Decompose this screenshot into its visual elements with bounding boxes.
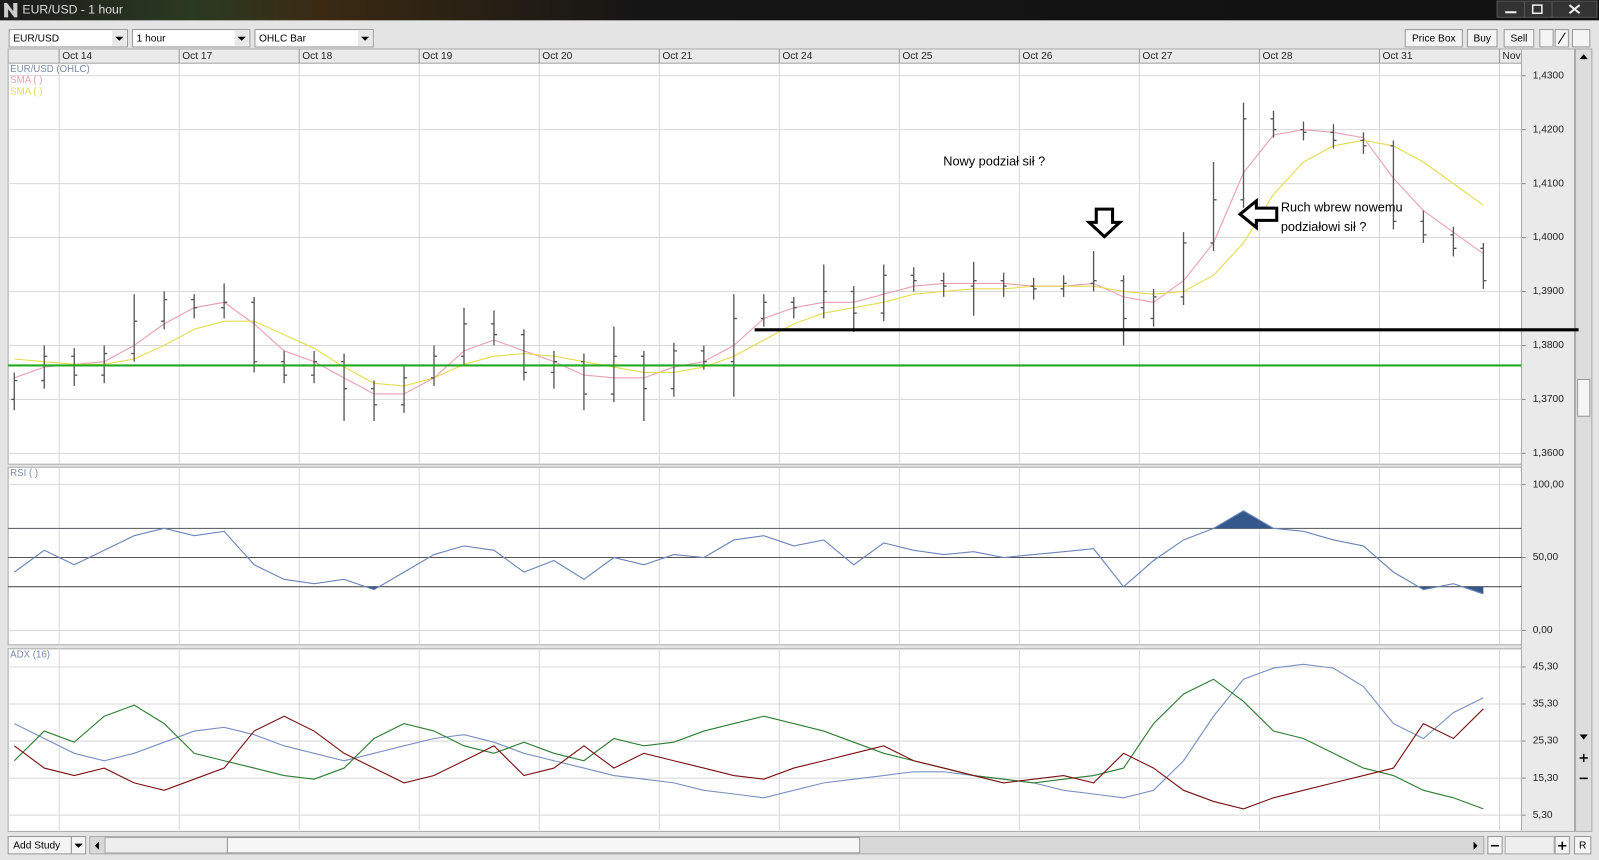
y-tick-label: 25,30 — [1533, 736, 1559, 747]
x-tick-label: Oct 28 — [1262, 51, 1292, 62]
scroll-right[interactable] — [1473, 841, 1478, 850]
indicator-line — [14, 129, 1484, 395]
zoom-slider[interactable] — [1504, 836, 1555, 855]
symbol-value: EUR/USD — [13, 33, 59, 44]
window-title: EUR/USD - 1 hour — [22, 2, 122, 16]
indicator-line — [14, 139, 1484, 387]
y-tick-label: 1,4200 — [1533, 124, 1564, 135]
draw-line-icon — [1557, 32, 1566, 45]
y-tick-label: 1,4000 — [1533, 232, 1564, 243]
plus-icon — [1558, 841, 1567, 850]
restore-icon — [1531, 4, 1543, 15]
indicator-line — [14, 663, 1484, 799]
scroll-thumb[interactable] — [226, 837, 861, 854]
panel-title: RSI ( ) — [10, 468, 38, 479]
x-tick-label: Oct 14 — [62, 51, 92, 62]
scroll-up[interactable] — [1579, 54, 1588, 60]
toolbar-button-label: Sell — [1510, 33, 1527, 44]
dropdown-arrow — [74, 843, 83, 848]
x-tick-label: Oct 20 — [542, 51, 572, 62]
style-select[interactable] — [254, 29, 374, 48]
grid — [8, 48, 1522, 832]
scroll-thumb[interactable] — [1577, 378, 1591, 417]
indicator-line — [13, 678, 1484, 810]
toolbar-button-label: Buy — [1473, 33, 1491, 44]
legend-entry: SMA ( ) — [10, 86, 42, 97]
symbol-select[interactable] — [8, 29, 128, 48]
panel-title: EUR/USD (OHLC) — [10, 64, 90, 75]
scroll-left[interactable] — [94, 841, 99, 850]
add-study-label: Add Study — [13, 840, 61, 851]
x-tick-label: Oct 21 — [662, 51, 692, 62]
y-tick-label: 1,3700 — [1533, 394, 1564, 405]
y-tick-label: 1,3600 — [1533, 448, 1564, 459]
toolbar-button-label: Price Box — [1412, 33, 1456, 44]
scroll-track — [104, 837, 228, 854]
y-tick-label: 100,00 — [1533, 479, 1564, 490]
reset-button[interactable] — [1574, 836, 1592, 855]
x-tick-label: Oct 19 — [422, 51, 452, 62]
adx-panel — [7, 648, 1523, 832]
panel-title: ADX (16) — [10, 650, 50, 661]
legend-entry: SMA ( ) — [10, 75, 42, 86]
scroll-down[interactable] — [1579, 734, 1588, 740]
y-tick-label: 45,30 — [1533, 662, 1559, 673]
annotation: Ruch wbrew nowemu — [1281, 199, 1403, 214]
dropdown-arrow — [115, 36, 124, 41]
app-icon — [4, 3, 18, 18]
y-tick-label: 50,00 — [1533, 552, 1559, 563]
x-tick-label: Oct 31 — [1383, 51, 1413, 62]
toolbar-button[interactable] — [1503, 29, 1535, 48]
restore-button[interactable] — [1524, 0, 1553, 18]
price-panel — [7, 62, 1523, 465]
dropdown-arrow — [360, 36, 370, 41]
left-arrow-annotation — [1237, 197, 1279, 231]
x-tick-label: Oct 17 — [182, 51, 212, 62]
dropdown-arrow — [237, 36, 246, 41]
style-value: OHLC Bar — [259, 33, 307, 44]
rsi-panel — [7, 466, 1523, 646]
x-tick-label: Oct 26 — [1022, 51, 1052, 62]
x-tick-label: Oct 27 — [1142, 51, 1172, 62]
y-tick-label: 1,3800 — [1533, 340, 1564, 351]
x-tick-label: Nov — [1503, 51, 1522, 62]
toolbar-button[interactable] — [1404, 29, 1463, 48]
y-tick-label: 5,30 — [1533, 810, 1553, 821]
indicator-line — [13, 510, 1484, 595]
y-tick-label: 1,3900 — [1533, 286, 1564, 297]
x-tick-label: Oct 24 — [782, 51, 812, 62]
reset-label: R — [1579, 840, 1586, 851]
annotation: podziałowi sił ? — [1281, 219, 1367, 234]
y-tick-label: 1,4100 — [1533, 178, 1564, 189]
date-axis — [7, 48, 1523, 64]
tool-button[interactable] — [1539, 29, 1554, 48]
x-tick-label: Oct 25 — [902, 51, 932, 62]
toolbar-button[interactable] — [1466, 29, 1498, 48]
toolbar-buttons: Price Box Buy Sell — [1404, 29, 1535, 48]
value-axis — [1520, 48, 1576, 832]
annotation: Nowy podział sił ? — [943, 154, 1045, 169]
down-arrow-annotation — [1085, 207, 1124, 239]
y-tick-label: 15,30 — [1533, 773, 1559, 784]
x-tick-label: Oct 18 — [302, 51, 332, 62]
close-icon — [1568, 4, 1581, 15]
y-tick-label: 0,00 — [1533, 625, 1553, 636]
y-tick-label: 35,30 — [1533, 699, 1559, 710]
interval-select[interactable] — [132, 29, 251, 48]
axis-labels: Oct 14 Oct 17 Oct 18 Oct 19 Oct 20 Oct 21 Oct … — [10, 51, 1564, 821]
minimize-button[interactable] — [1496, 0, 1526, 18]
zoom-in[interactable] — [1579, 753, 1588, 763]
marks — [8, 102, 1579, 810]
indicator-line — [13, 708, 1484, 810]
interval-value: 1 hour — [137, 33, 166, 44]
title-bar — [0, 0, 1599, 21]
y-tick-label: 1,4300 — [1533, 70, 1564, 81]
vertical-scrollbar[interactable] — [1575, 48, 1593, 832]
tool-button[interactable] — [1571, 29, 1591, 48]
